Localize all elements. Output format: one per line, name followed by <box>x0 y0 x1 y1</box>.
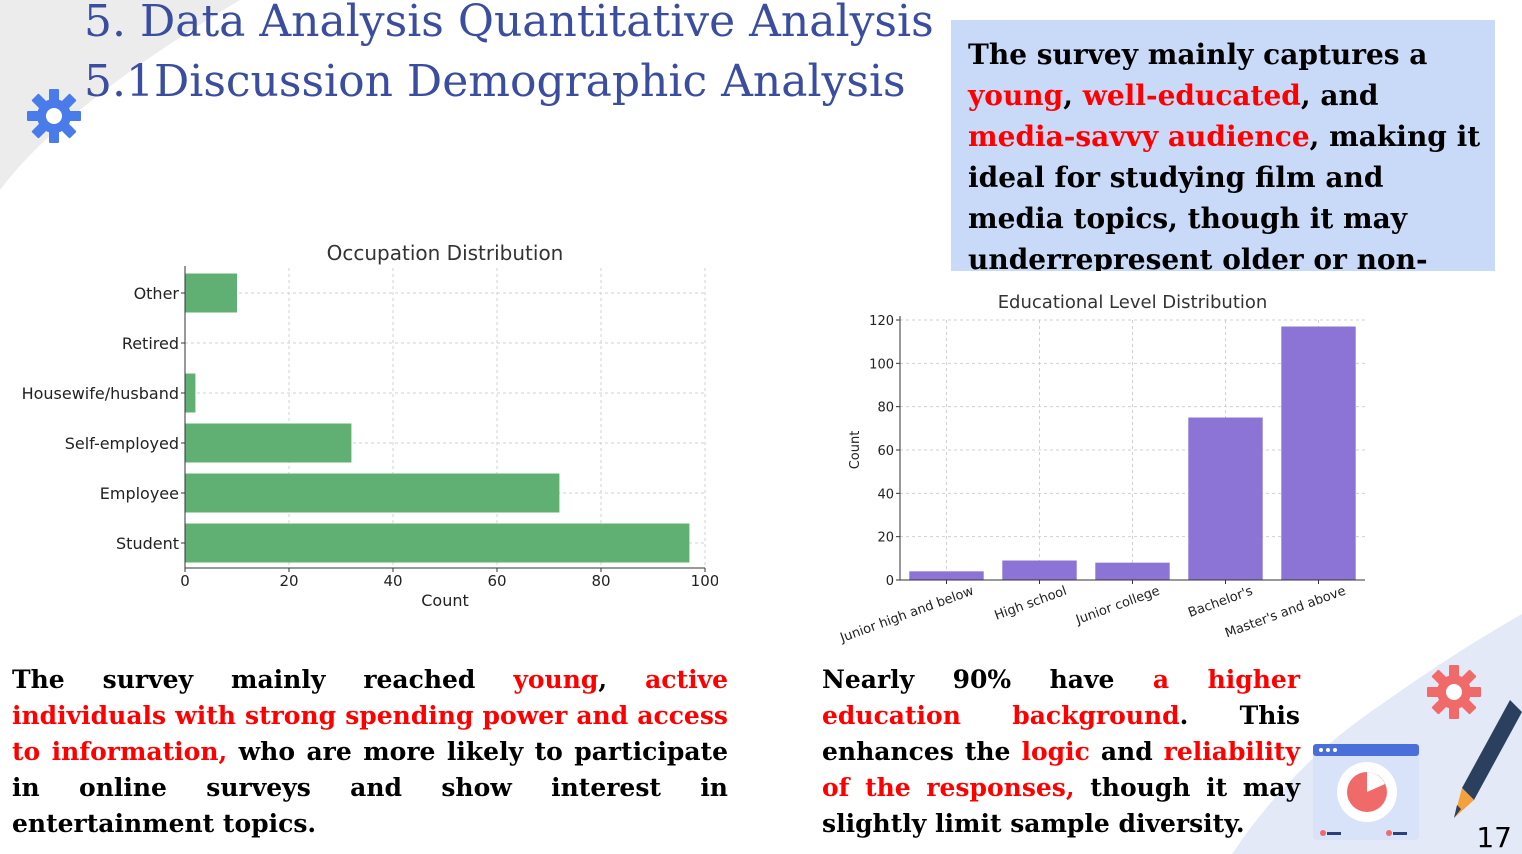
occupation-commentary-highlight: active individuals with strong spending … <box>12 665 728 766</box>
education-commentary-text: . This enhances the <box>822 701 1301 766</box>
tick-label: 0 <box>886 574 894 589</box>
tick-label: 80 <box>877 401 894 416</box>
category-label: Junior high and below <box>840 584 976 647</box>
gear-icon <box>1427 665 1481 719</box>
bar <box>1188 417 1263 580</box>
bar <box>185 473 560 513</box>
education-commentary-text: Nearly 90% have <box>822 665 1153 694</box>
pencil-icon <box>1454 700 1522 818</box>
occupation-commentary-text: , <box>598 665 646 694</box>
chart-title: Occupation Distribution <box>327 241 564 265</box>
occupation-commentary-text: who are more likely to participate in on… <box>12 737 728 838</box>
category-label: Employee <box>100 484 179 503</box>
tick-label: 120 <box>869 314 894 329</box>
callout-highlight: media-savvy audience <box>968 120 1310 153</box>
bar <box>1002 560 1077 580</box>
callout-text: , and <box>1300 79 1379 112</box>
category-label: High school <box>993 584 1069 624</box>
gear-icon <box>27 89 81 143</box>
bar <box>1281 326 1356 580</box>
tick-label: 40 <box>383 572 402 590</box>
category-label: Retired <box>122 334 179 353</box>
category-label: Self-employed <box>65 434 179 453</box>
tick-label: 100 <box>691 572 718 590</box>
occupation-commentary: The survey mainly reached young, active … <box>12 662 728 842</box>
tick-label: 100 <box>869 357 894 372</box>
occupation-commentary-text: The survey mainly reached <box>12 665 514 694</box>
bar <box>1095 562 1170 580</box>
tick-label: 40 <box>877 487 894 502</box>
education-commentary-highlight: reliability of the responses, <box>822 737 1300 802</box>
occupation-commentary-highlight: young <box>513 665 599 694</box>
occupation-chart: Occupation Distribution Student Employee Se… <box>12 238 719 616</box>
callout-text: , <box>1063 79 1083 112</box>
category-label: Bachelor's <box>1186 584 1255 621</box>
page-number: 17 <box>1476 821 1512 854</box>
education-commentary-highlight: logic <box>1021 737 1090 766</box>
category-label: Junior college <box>1073 584 1162 629</box>
tick-label: 20 <box>877 531 894 546</box>
category-label: Student <box>116 534 179 553</box>
education-commentary: Nearly 90% have a higher education backg… <box>822 662 1300 842</box>
education-chart: Educational Level Distribution Junior hig… <box>837 280 1380 650</box>
corner-decoration <box>0 0 240 190</box>
bar <box>185 523 690 563</box>
analytics-window-icon <box>1313 744 1419 840</box>
callout-text: , making it ideal for studying film and … <box>968 120 1481 271</box>
x-axis-label: Count <box>421 591 469 610</box>
education-commentary-highlight: a higher education background <box>822 665 1300 730</box>
summary-callout: The survey mainly captures a young, well… <box>951 20 1495 271</box>
page-subtitle: 5.1Discussion Demographic Analysis <box>84 56 906 107</box>
bar <box>185 423 352 463</box>
tick-label: 60 <box>877 444 894 459</box>
category-label: Housewife/husband <box>22 384 179 403</box>
tick-label: 20 <box>279 572 298 590</box>
callout-highlight: well-educated <box>1082 79 1301 112</box>
education-commentary-text: though it may slightly limit sample dive… <box>822 773 1300 838</box>
callout-text: The survey mainly captures a <box>968 38 1428 71</box>
callout-highlight: young <box>968 79 1064 112</box>
page-title: 5. Data Analysis Quantitative Analysis <box>84 0 934 47</box>
tick-label: 80 <box>591 572 610 590</box>
education-commentary-text: and <box>1089 737 1164 766</box>
bar <box>185 273 237 313</box>
y-axis-label: Count <box>848 431 863 470</box>
bar <box>909 571 984 580</box>
chart-title: Educational Level Distribution <box>998 292 1268 313</box>
bar <box>185 373 196 413</box>
tick-label: 60 <box>487 572 506 590</box>
category-label: Other <box>134 284 180 303</box>
tick-label: 0 <box>180 572 190 590</box>
